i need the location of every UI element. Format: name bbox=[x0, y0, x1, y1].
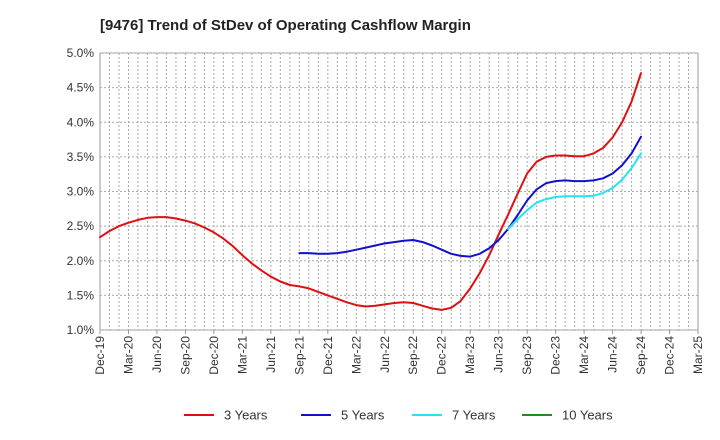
x-tick-label: Sep-23 bbox=[520, 336, 534, 375]
y-axis: 1.0% 1.5% 2.0% 2.5% 3.0% 3.5% 4.0% 4.5% 5.0% bbox=[67, 46, 95, 337]
x-tick-label: Mar-24 bbox=[577, 336, 591, 374]
x-tick-label: Jun-22 bbox=[378, 336, 392, 373]
y-tick-label: 2.0% bbox=[67, 254, 95, 268]
series-line-7-years bbox=[507, 152, 642, 230]
x-tick-label: Jun-23 bbox=[492, 336, 506, 373]
x-tick-label: Sep-24 bbox=[634, 336, 648, 375]
x-tick-label: Dec-21 bbox=[321, 336, 335, 375]
x-tick-label: Mar-23 bbox=[463, 336, 477, 374]
x-tick-label: Dec-24 bbox=[663, 336, 677, 375]
x-tick-label: Dec-22 bbox=[435, 336, 449, 375]
y-tick-label: 2.5% bbox=[67, 219, 95, 233]
legend-label: 10 Years bbox=[562, 408, 613, 423]
x-tick-label: Dec-19 bbox=[93, 336, 107, 375]
y-tick-label: 5.0% bbox=[67, 46, 95, 60]
x-tick-label: Mar-20 bbox=[121, 336, 135, 374]
x-tick-label: Mar-22 bbox=[349, 336, 363, 374]
legend-label: 5 Years bbox=[341, 408, 385, 423]
legend-label: 7 Years bbox=[452, 408, 496, 423]
x-tick-label: Dec-20 bbox=[207, 336, 221, 375]
y-tick-label: 4.5% bbox=[67, 81, 95, 95]
x-tick-label: Mar-25 bbox=[691, 336, 705, 374]
x-tick-label: Mar-21 bbox=[235, 336, 249, 374]
x-tick-label: Dec-23 bbox=[549, 336, 563, 375]
x-tick-label: Sep-22 bbox=[406, 336, 420, 375]
y-tick-label: 3.0% bbox=[67, 185, 95, 199]
series-layer bbox=[99, 72, 642, 311]
x-tick-label: Sep-21 bbox=[292, 336, 306, 375]
chart-title: [9476] Trend of StDev of Operating Cashf… bbox=[100, 17, 471, 34]
series-line-5-years bbox=[298, 135, 642, 258]
y-tick-label: 4.0% bbox=[67, 115, 95, 129]
x-tick-label: Jun-20 bbox=[150, 336, 164, 373]
x-tick-label: Sep-20 bbox=[178, 336, 192, 375]
plot-area bbox=[99, 52, 699, 331]
series-line-3-years bbox=[99, 72, 642, 311]
legend: 3 Years 5 Years 7 Years 10 Years bbox=[184, 408, 613, 423]
x-tick-label: Jun-21 bbox=[264, 336, 278, 373]
y-tick-label: 1.5% bbox=[67, 288, 95, 302]
x-tick-label: Jun-24 bbox=[606, 336, 620, 373]
legend-label: 3 Years bbox=[224, 408, 268, 423]
y-tick-label: 1.0% bbox=[67, 323, 95, 337]
x-axis: Dec-19 Mar-20 Jun-20 Sep-20 Dec-20 Mar-21 Jun-… bbox=[93, 330, 705, 375]
y-tick-label: 3.5% bbox=[67, 150, 95, 164]
